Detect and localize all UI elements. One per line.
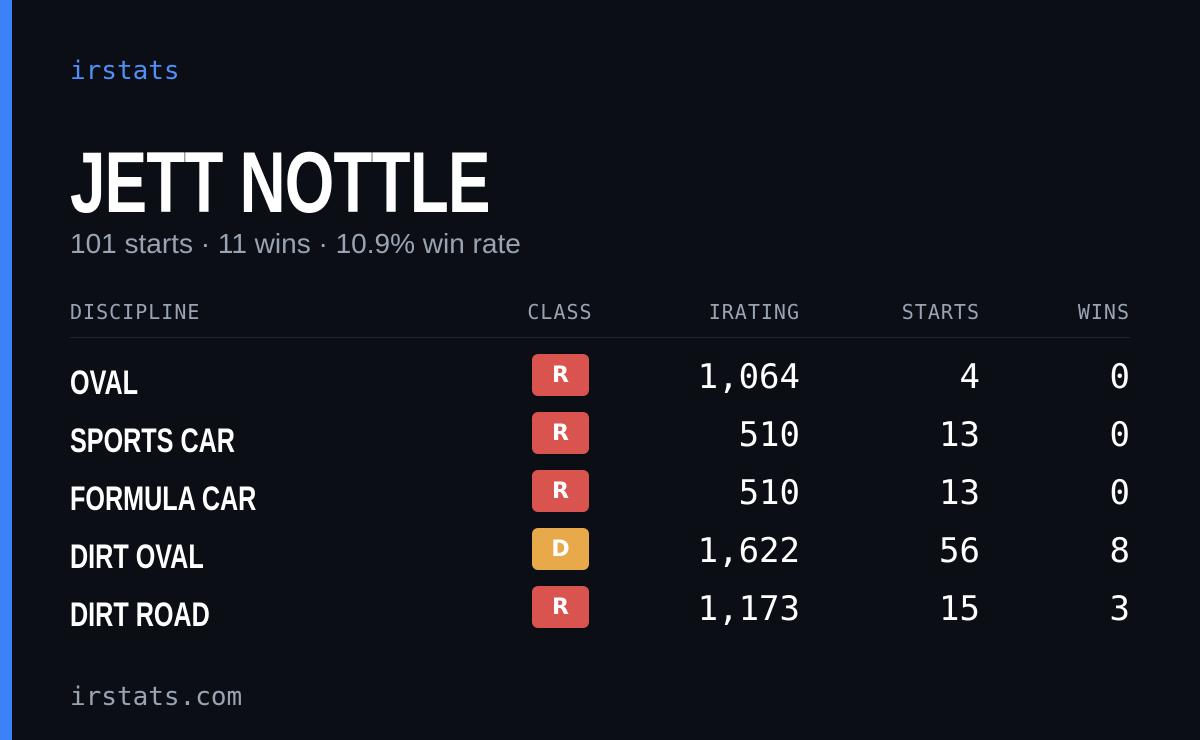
column-header: WINS [1077,300,1130,324]
starts: 15 [939,589,980,629]
class-badge: R [532,586,589,628]
starts: 13 [939,415,980,455]
class-badge: R [532,354,589,396]
class-badge: R [532,412,589,454]
discipline: FORMULA CAR [70,480,257,518]
discipline: DIRT OVAL [70,538,204,576]
starts: 13 [939,473,980,513]
summary: 101 starts · 11 wins · 10.9% win rate [70,228,521,259]
irating: 510 [738,415,800,455]
irating: 1,064 [697,357,800,397]
column-header: STARTS [901,300,980,324]
brand: irstats [70,56,180,86]
discipline: DIRT ROAD [70,596,210,634]
driver-name: JETT NOTTLE [70,135,490,231]
irating: 1,622 [697,531,800,571]
accent-bar [0,0,12,740]
wins: 0 [1109,473,1130,513]
wins: 8 [1109,531,1130,571]
irating: 1,173 [697,589,800,629]
wins: 3 [1109,589,1130,629]
column-header: IRATING [708,300,800,324]
header-rule [70,337,1130,338]
starts: 4 [959,357,980,397]
discipline: SPORTS CAR [70,422,235,460]
wins: 0 [1109,357,1130,397]
class-badge: R [532,470,589,512]
column-header: DISCIPLINE [70,300,201,324]
discipline: OVAL [70,364,139,402]
column-header: CLASS [527,300,593,324]
irating: 510 [738,473,800,513]
class-badge: D [532,528,589,570]
footer: irstats.com [70,682,243,712]
starts: 56 [939,531,980,571]
wins: 0 [1109,415,1130,455]
